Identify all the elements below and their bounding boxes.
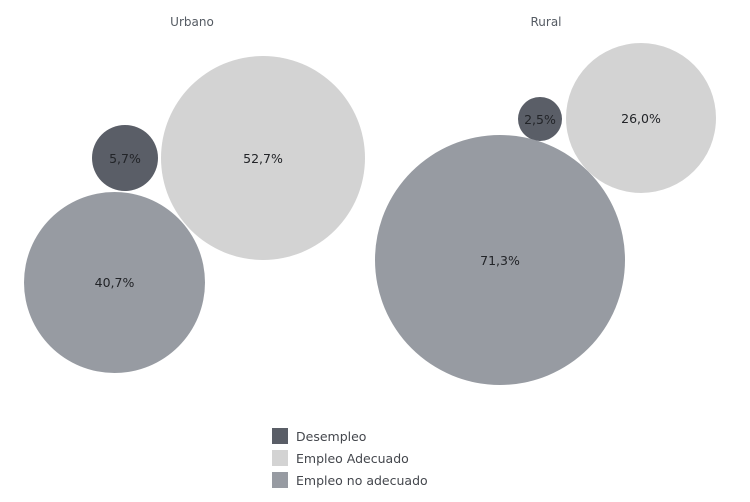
legend-swatch-no-adecuado — [272, 472, 288, 488]
legend-label: Desempleo — [296, 428, 367, 444]
bubble-label: 2,5% — [524, 111, 556, 127]
legend-item-no-adecuado[interactable]: Empleo no adecuado — [272, 469, 428, 491]
bubble-rural-adecuado[interactable]: 26,0% — [566, 43, 716, 193]
bubble-label: 40,7% — [94, 275, 135, 290]
legend-swatch-desempleo — [272, 428, 288, 444]
bubble-label: 26,0% — [621, 110, 661, 126]
panel-title-rural: Rural — [530, 15, 562, 29]
legend-label: Empleo Adecuado — [296, 450, 409, 466]
bubble-label: 52,7% — [243, 150, 283, 166]
panel-title-urbano: Urbano — [170, 15, 214, 29]
bubble-urbano-no-adecuado[interactable]: 40,7% — [24, 192, 205, 373]
bubble-rural-desempleo[interactable]: 2,5% — [518, 97, 562, 141]
legend-label: Empleo no adecuado — [296, 472, 428, 488]
bubble-rural-no-adecuado[interactable]: 71,3% — [375, 135, 625, 385]
bubble-label: 71,3% — [480, 252, 520, 268]
legend-swatch-adecuado — [272, 450, 288, 466]
bubble-urbano-adecuado[interactable]: 52,7% — [161, 56, 365, 260]
legend-item-desempleo[interactable]: Desempleo — [272, 425, 428, 447]
legend-item-adecuado[interactable]: Empleo Adecuado — [272, 447, 428, 469]
legend: Desempleo Empleo Adecuado Empleo no adec… — [272, 425, 428, 491]
bubble-label: 5,7% — [109, 150, 141, 166]
bubble-urbano-desempleo[interactable]: 5,7% — [92, 125, 158, 191]
